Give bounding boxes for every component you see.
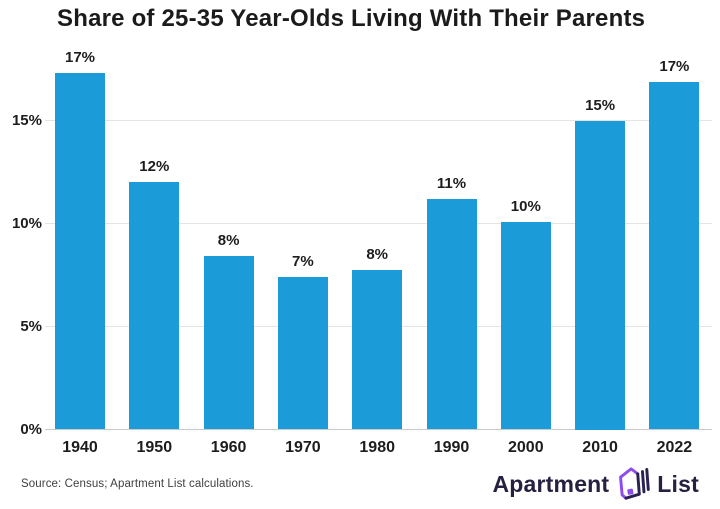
logo-text-apartment: Apartment bbox=[492, 470, 610, 497]
bar-2000 bbox=[500, 222, 551, 430]
chart-title: Share of 25-35 Year-Olds Living With The… bbox=[57, 5, 646, 32]
x-tick-label-1950: 1950 bbox=[136, 439, 173, 456]
bar-1950 bbox=[129, 182, 180, 430]
x-axis-line bbox=[45, 429, 712, 430]
bar-1960 bbox=[203, 256, 254, 430]
bar-2022 bbox=[649, 82, 700, 430]
bar-value-label-2010: 15% bbox=[585, 96, 616, 114]
bar-value-label-1940: 17% bbox=[64, 49, 96, 67]
x-tick-label-1940: 1940 bbox=[62, 439, 98, 456]
y-tick-label-5: 5% bbox=[20, 317, 42, 335]
bar-value-label-1960: 8% bbox=[217, 232, 240, 250]
bar-1980 bbox=[352, 269, 403, 430]
bar-2010 bbox=[575, 120, 626, 430]
bar-1990 bbox=[426, 198, 477, 430]
bar-value-label-1950: 12% bbox=[139, 158, 170, 176]
y-tick-label-15: 15% bbox=[11, 111, 42, 129]
apartment-list-house-icon bbox=[616, 464, 651, 504]
bar-value-label-2022: 17% bbox=[659, 58, 690, 76]
logo-text-list: List bbox=[657, 470, 699, 497]
gridline-15 bbox=[45, 120, 712, 121]
source-note: Source: Census; Apartment List calculati… bbox=[21, 478, 254, 490]
x-tick-label-2000: 2000 bbox=[508, 439, 544, 456]
x-tick-label-1990: 1990 bbox=[433, 439, 470, 456]
y-tick-label-0: 0% bbox=[20, 420, 42, 438]
bar-1940 bbox=[55, 73, 105, 430]
bar-1970 bbox=[277, 277, 328, 430]
x-tick-label-2010: 2010 bbox=[582, 439, 618, 456]
apartment-list-logo: Apartment List bbox=[492, 463, 699, 505]
x-tick-label-1960: 1960 bbox=[210, 439, 247, 456]
gridline-10 bbox=[45, 223, 712, 224]
x-tick-label-1970: 1970 bbox=[285, 439, 321, 456]
bar-value-label-1970: 7% bbox=[292, 253, 314, 271]
y-tick-label-10: 10% bbox=[11, 214, 42, 232]
bar-value-label-2000: 10% bbox=[510, 198, 541, 216]
bar-value-label-1980: 8% bbox=[366, 245, 389, 263]
bar-value-label-1990: 11% bbox=[436, 174, 467, 192]
x-tick-label-1980: 1980 bbox=[359, 439, 395, 456]
x-tick-label-2022: 2022 bbox=[656, 439, 693, 456]
